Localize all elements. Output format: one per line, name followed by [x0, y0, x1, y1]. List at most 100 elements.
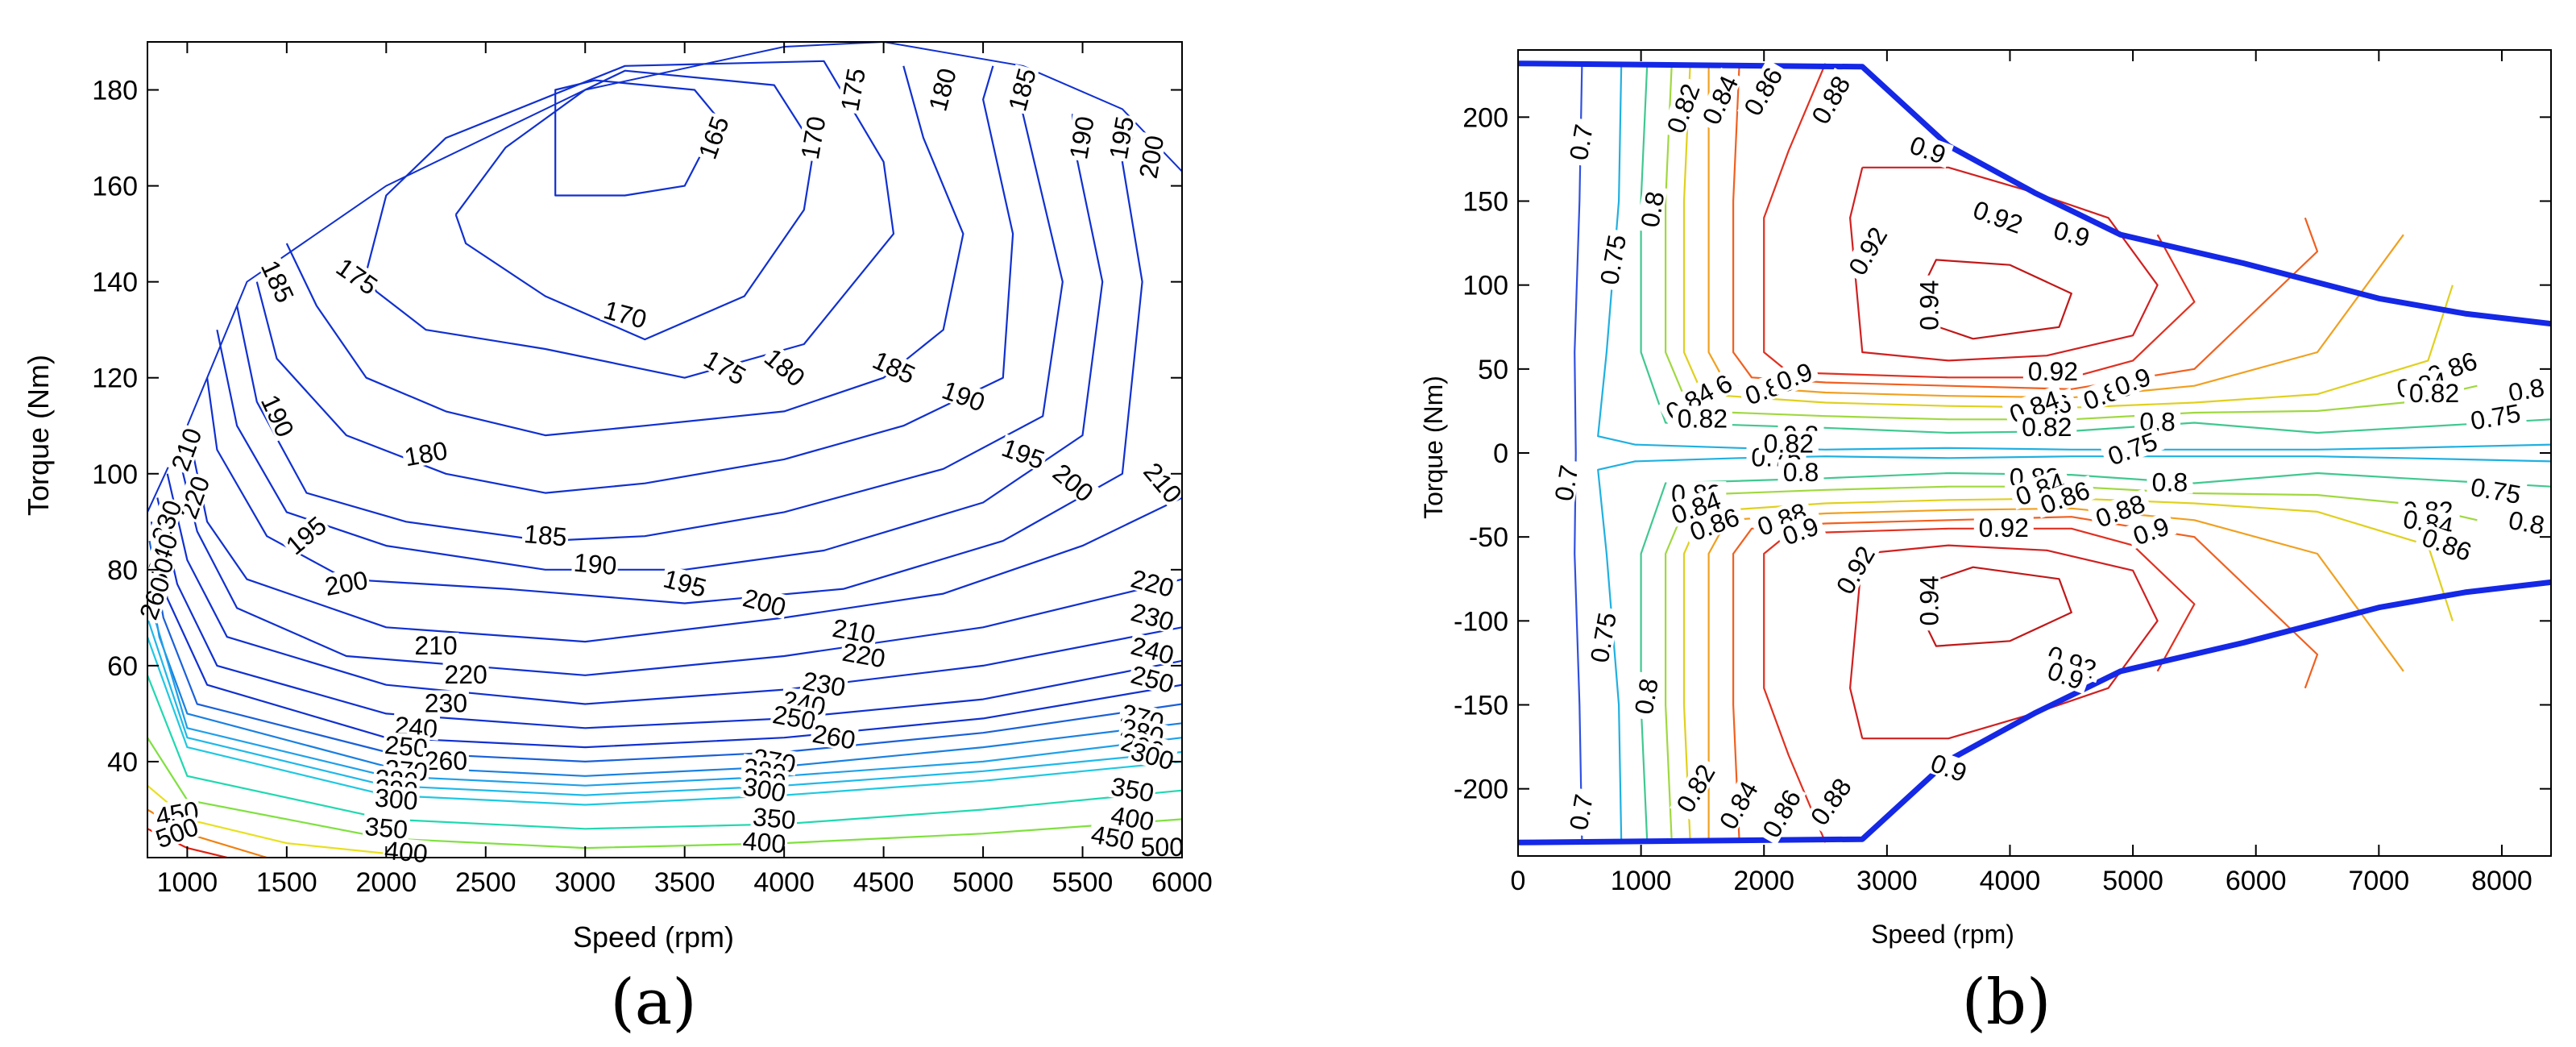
- contour-label: 400: [740, 826, 789, 858]
- contour-label: 185: [868, 345, 921, 389]
- panel-b-contour-lines: [1574, 63, 2551, 843]
- contour-label-background: [2463, 399, 2527, 434]
- contour-line-0.94: [1923, 566, 2072, 647]
- contour-label: 0.75: [1595, 228, 1632, 292]
- contour-line-260: [148, 540, 1182, 763]
- contour-label: 170: [599, 295, 651, 334]
- contour-label-background: [938, 376, 989, 415]
- contour-line-190: [236, 89, 1064, 542]
- contour-line-170: [454, 69, 815, 341]
- y-tick-label: -200: [1454, 775, 1508, 805]
- panel-b-plot-frame: [1517, 49, 2552, 857]
- contour-line-0.92: [1849, 544, 2159, 740]
- contour-label-background: [839, 638, 889, 671]
- contour-label-background: [2032, 475, 2097, 519]
- contour-label-background: [1629, 671, 1662, 721]
- contour-label-background: [923, 64, 960, 115]
- x-tick-label: 0: [1511, 866, 1526, 896]
- contour-label: 210: [413, 631, 459, 660]
- contour-label: 0.8: [1629, 671, 1664, 721]
- contour-line-180: [285, 65, 964, 437]
- x-tick-label: 3000: [554, 867, 616, 898]
- contour-label: 0.92: [2022, 357, 2083, 386]
- contour-label-background: [1127, 660, 1178, 696]
- contour-label-background: [151, 812, 203, 852]
- contour-label-background: [2134, 409, 2181, 434]
- contour-label-text: 0.7: [1564, 792, 1599, 833]
- contour-line-270: [147, 569, 1182, 777]
- contour-label-text: 0.86: [2418, 522, 2475, 567]
- contour-label-background: [166, 423, 205, 476]
- contour-label-text: 185: [523, 519, 568, 552]
- contour-line-0.75: [1597, 455, 2551, 843]
- contour-label-background: [1139, 456, 1188, 508]
- max-torque-envelope-lower: [1518, 579, 2551, 845]
- contour-label-text: 180: [923, 65, 962, 114]
- panel-b-ylabel: Torque (Nm): [1419, 376, 1448, 519]
- contour-label-background: [1774, 511, 1827, 550]
- y-tick-label: -100: [1454, 606, 1508, 637]
- contour-label: 185: [1002, 64, 1042, 115]
- contour-label-text: 230: [425, 689, 467, 718]
- contour-label-background: [1064, 113, 1097, 163]
- contour-label-background: [362, 812, 411, 841]
- contour-label-background: [257, 389, 299, 442]
- contour-label: 190: [938, 376, 989, 418]
- contour-label: 0.88: [1803, 770, 1858, 833]
- contour-line-240: [156, 497, 1182, 729]
- contour-label-background: [571, 549, 620, 578]
- contour-label: 300: [372, 783, 421, 816]
- contour-label-background: [769, 700, 819, 733]
- contour-label-background: [2125, 511, 2177, 550]
- contour-line-0.86: [1707, 507, 2404, 843]
- contour-label-background: [799, 667, 849, 700]
- contour-label-background: [1803, 770, 1858, 833]
- max-torque-envelope-upper: [1518, 60, 2551, 327]
- contour-label-background: [750, 803, 799, 832]
- contour-label: 230: [1127, 597, 1178, 637]
- contour-label-text: 0.8: [1635, 189, 1670, 230]
- contour-label: 0.82: [1672, 404, 1732, 433]
- contour-line-250: [150, 521, 1182, 749]
- panel-a-plot-frame: [147, 41, 1183, 858]
- contour-label-background: [2008, 467, 2072, 510]
- y-tick-label: 100: [92, 459, 138, 490]
- panel-a-caption-label: (a): [610, 966, 696, 1039]
- x-tick-label: 4000: [1980, 866, 2041, 896]
- panel-a-xlabel: Speed (rpm): [573, 920, 734, 954]
- contour-label-background: [1127, 737, 1178, 773]
- contour-label: 0.8: [2501, 372, 2551, 408]
- contour-line-300: [147, 636, 1182, 806]
- contour-label-background: [382, 731, 430, 760]
- contour-label: 200: [1047, 458, 1099, 508]
- contour-label-text: 175: [331, 252, 383, 301]
- contour-label-text: 185: [1002, 65, 1042, 114]
- panel-b-x-ticks: 0 1000 2000 3000 4000 5000 6000 7000 8000: [1511, 50, 2532, 896]
- contour-label: 0.82: [2404, 379, 2464, 408]
- contour-label-background: [372, 784, 421, 813]
- contour-label-background: [1902, 130, 1954, 168]
- contour-line-280: [147, 593, 1182, 787]
- y-tick-label: -150: [1454, 691, 1508, 721]
- contour-label: 260: [422, 746, 469, 775]
- y-tick-label: 50: [1478, 355, 1508, 385]
- contour-label-background: [1549, 458, 1582, 508]
- contour-label: 185: [521, 519, 570, 552]
- contour-label: 200: [1134, 131, 1169, 182]
- y-tick-label: 0: [1493, 438, 1508, 469]
- contour-line-0.82: [1665, 63, 2478, 421]
- contour-label-text: 0.75: [1585, 610, 1622, 665]
- contour-line-350: [147, 675, 1182, 830]
- contour-label-background: [1712, 772, 1764, 837]
- contour-label: 180: [759, 343, 811, 393]
- contour-label-text: 170: [600, 295, 649, 334]
- contour-label-background: [868, 346, 921, 388]
- y-tick-label: 40: [107, 747, 138, 778]
- x-tick-label: 1500: [256, 867, 317, 898]
- contour-label-background: [2017, 413, 2077, 438]
- contour-label: 210: [165, 423, 208, 476]
- contour-label: 0.92: [1965, 194, 2031, 239]
- contour-label-background: [1768, 356, 1820, 396]
